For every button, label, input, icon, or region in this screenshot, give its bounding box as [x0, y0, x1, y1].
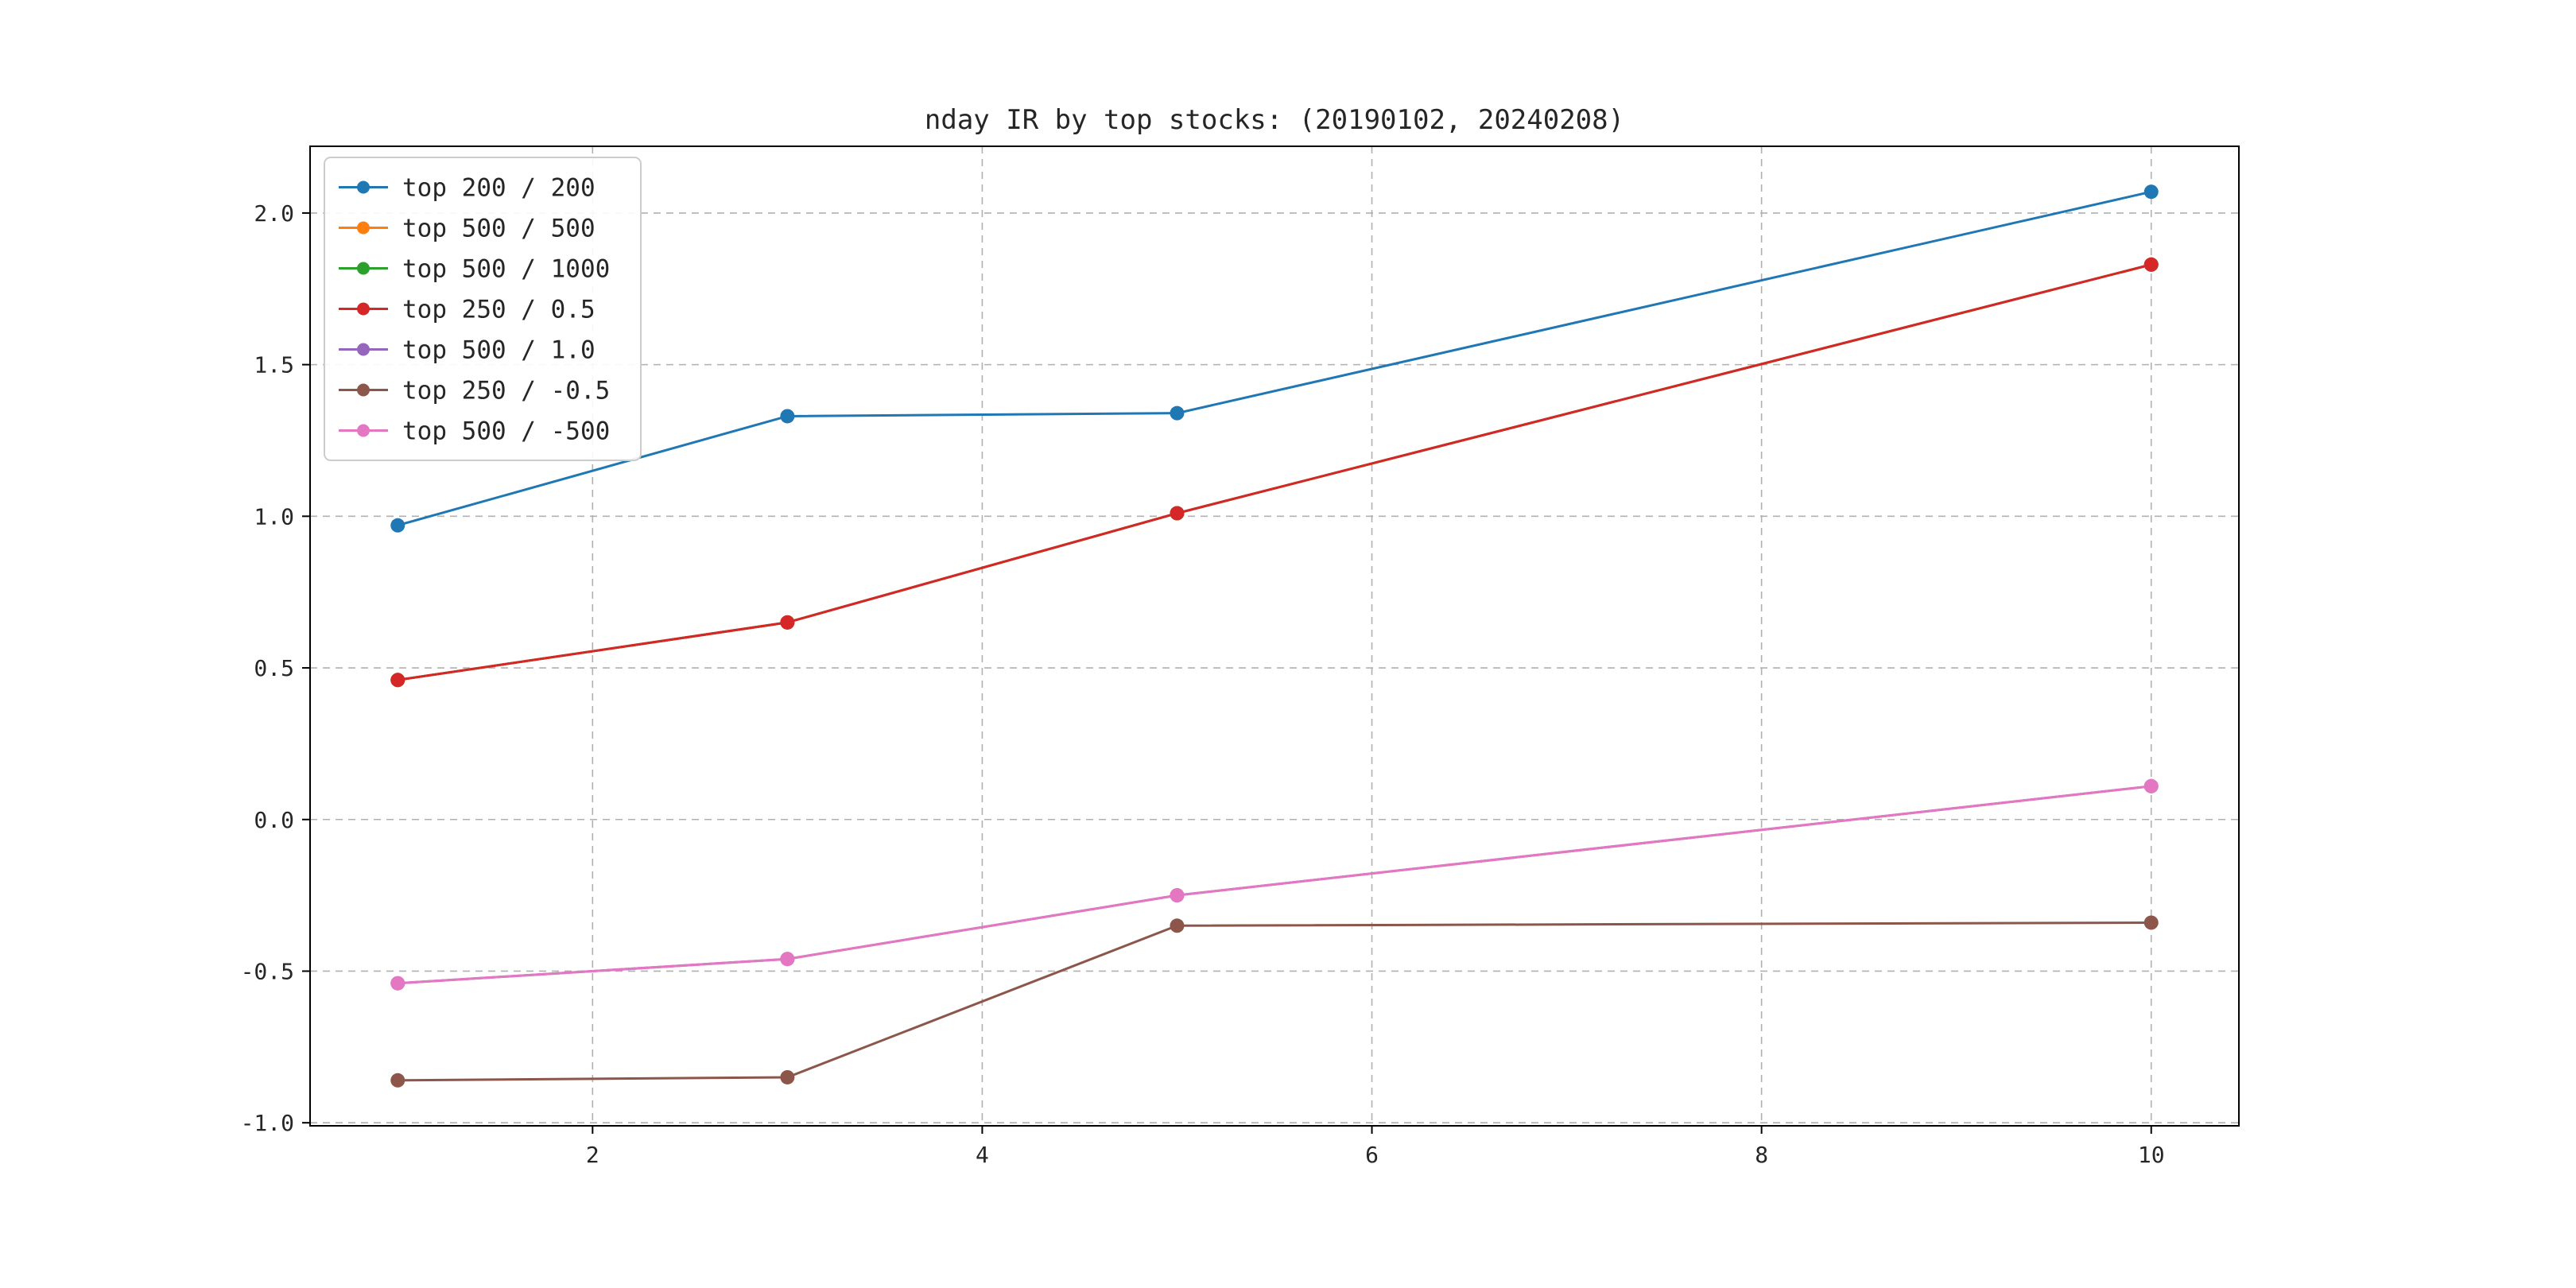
data-point-marker [2143, 778, 2159, 793]
legend: top 200 / 200 top 500 / 500 top 500 / 1000… [324, 157, 642, 461]
legend-label: top 500 / 1.0 [402, 336, 596, 365]
x-tick-label: 4 [976, 1142, 989, 1168]
y-tick-label: 0.5 [254, 655, 294, 681]
grid [310, 146, 2239, 1126]
legend-marker-sample [357, 383, 370, 397]
legend-box [324, 157, 642, 461]
legend-label: top 250 / -0.5 [402, 377, 610, 405]
data-point-marker [390, 673, 405, 688]
series-5 [390, 915, 2159, 1088]
data-point-marker [1170, 888, 1185, 903]
y-tick-label: 1.5 [254, 352, 294, 378]
data-point-marker [390, 976, 405, 991]
series-line [396, 921, 2153, 1082]
data-point-marker [390, 518, 405, 533]
y-tick-label: 0.0 [254, 807, 294, 833]
axes-frame [309, 145, 2240, 1127]
data-point-marker [1170, 506, 1185, 521]
y-tick-label: -0.5 [241, 958, 294, 984]
series-line [396, 263, 2153, 681]
data-point-marker [2143, 257, 2159, 272]
series-line [396, 263, 2153, 681]
series-3 [390, 257, 2159, 688]
series-line [396, 785, 2153, 985]
legend-marker-sample [357, 180, 370, 194]
data-point-marker [780, 952, 795, 967]
data-point-marker [2143, 915, 2159, 930]
y-axis: -1.0 -0.5 0.0 0.5 1.0 1.5 2.0 [241, 200, 310, 1136]
y-tick-label: 2.0 [254, 200, 294, 227]
data-point-marker [1170, 918, 1185, 933]
data-point-marker [390, 1073, 405, 1088]
legend-marker-sample [357, 262, 370, 275]
x-tick-label: 6 [1365, 1142, 1379, 1168]
series-line [396, 263, 2153, 681]
legend-label: top 200 / 200 [402, 174, 596, 203]
data-point-marker [780, 615, 795, 630]
series-6 [390, 778, 2159, 991]
chart-title: nday IR by top stocks: (20190102, 202402… [925, 104, 1624, 136]
x-tick-label: 8 [1755, 1142, 1768, 1168]
x-tick-label: 10 [2138, 1142, 2165, 1168]
legend-marker-sample [357, 302, 370, 316]
legend-marker-sample [357, 343, 370, 356]
series-0 [390, 184, 2159, 533]
legend-marker-sample [357, 221, 370, 235]
y-tick-label: 1.0 [254, 503, 294, 530]
series-1 [390, 257, 2159, 688]
series-line [396, 190, 2153, 527]
legend-label: top 250 / 0.5 [402, 296, 596, 324]
data-point-marker [780, 1069, 795, 1084]
x-tick-label: 2 [586, 1142, 599, 1168]
legend-label: top 500 / -500 [402, 417, 610, 446]
data-point-marker [2143, 184, 2159, 200]
legend-label: top 500 / 1000 [402, 255, 610, 284]
legend-marker-sample [357, 424, 370, 437]
data-point-marker [780, 409, 795, 424]
series-2 [390, 257, 2159, 688]
legend-label: top 500 / 500 [402, 215, 596, 243]
data-point-marker [1170, 405, 1185, 421]
x-axis: 2 4 6 8 10 [586, 1126, 2165, 1168]
y-tick-label: -1.0 [241, 1110, 294, 1136]
